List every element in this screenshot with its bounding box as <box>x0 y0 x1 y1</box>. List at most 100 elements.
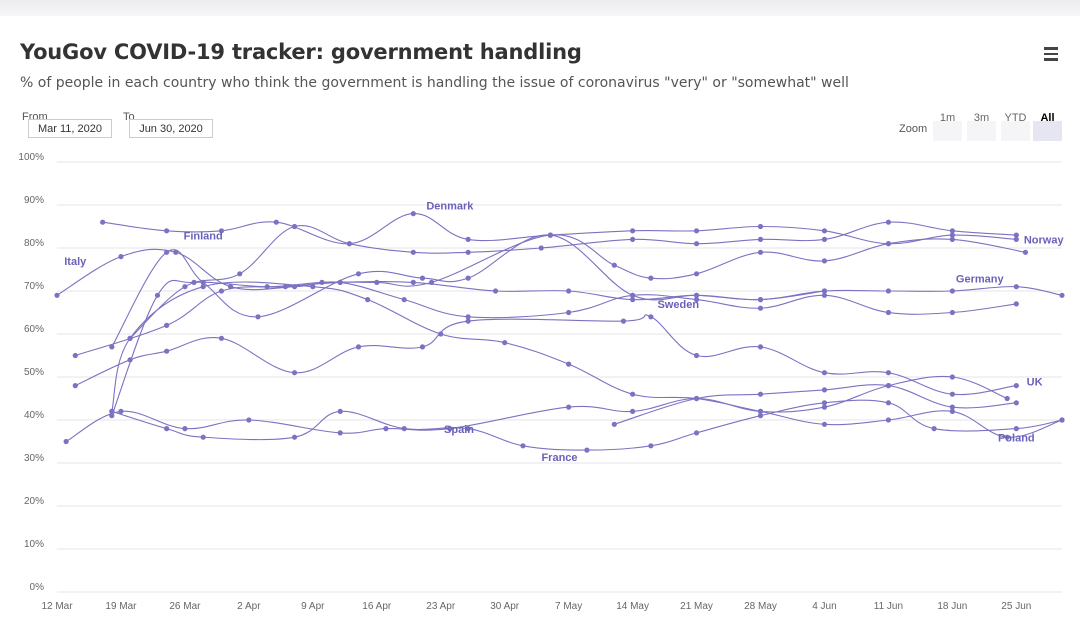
data-point-poland <box>502 340 508 346</box>
x-tick-label: 12 Mar <box>41 601 73 612</box>
data-point-italy <box>291 284 298 290</box>
data-point-denmark <box>629 228 636 234</box>
data-point-germany <box>282 284 289 290</box>
data-point-poland <box>127 335 133 341</box>
data-point-sweden <box>419 275 426 281</box>
data-point-italy <box>465 314 471 320</box>
data-point-uk <box>218 335 225 341</box>
zoom-all-button[interactable]: All <box>1033 109 1062 141</box>
data-point-italy <box>118 254 124 260</box>
data-point-norway <box>949 228 955 234</box>
data-point-france <box>757 413 764 419</box>
series-label-italy: Italy <box>64 256 87 268</box>
data-point-spain <box>1004 395 1010 402</box>
y-tick-label: 20% <box>24 496 44 507</box>
series-line-france <box>111 399 1063 451</box>
data-point-poland <box>885 417 892 423</box>
data-point-france <box>401 426 407 432</box>
data-point-germany <box>629 297 636 303</box>
data-point-germany <box>492 288 499 294</box>
data-point-italy <box>949 309 955 316</box>
data-point-germany <box>164 322 170 328</box>
x-tick-label: 28 May <box>744 601 777 612</box>
series-line-uk <box>75 314 1017 396</box>
data-point-norway <box>291 223 298 230</box>
data-point-sweden <box>109 344 115 350</box>
data-point-sweden <box>355 271 362 277</box>
data-point-sweden <box>821 288 828 294</box>
x-tick-label: 2 Apr <box>237 601 261 612</box>
x-tick-label: 25 Jun <box>1001 601 1031 612</box>
data-point-italy <box>227 284 234 290</box>
zoom-ytd-button[interactable]: YTD <box>1001 109 1030 141</box>
data-point-poland <box>1004 434 1010 440</box>
series-label-uk: UK <box>1027 377 1043 389</box>
series-label-finland: Finland <box>184 230 223 242</box>
series-label-france: France <box>541 452 577 464</box>
x-tick-label: 23 Apr <box>426 601 456 612</box>
data-point-uk <box>620 318 627 324</box>
data-point-unnamed-10 <box>1013 400 1019 406</box>
data-point-uk <box>164 348 170 354</box>
x-tick-label: 11 Jun <box>874 601 903 612</box>
series-line-poland <box>111 281 1063 438</box>
data-point-unnamed-10 <box>757 391 764 397</box>
from-date-input[interactable]: Mar 11, 2020 <box>28 119 112 138</box>
hamburger-menu-icon[interactable] <box>1043 47 1061 63</box>
y-tick-label: 0% <box>30 582 45 593</box>
y-tick-label: 60% <box>24 324 44 335</box>
y-tick-label: 30% <box>24 453 44 464</box>
data-point-finland <box>693 271 700 277</box>
series-line-spain <box>65 375 1008 442</box>
data-point-poland <box>821 421 828 427</box>
data-point-france <box>291 434 298 440</box>
data-point-poland <box>365 297 371 303</box>
x-tick-label: 4 Jun <box>812 601 836 612</box>
data-point-sweden <box>693 292 700 298</box>
data-point-france <box>693 430 700 436</box>
data-point-finland <box>154 292 161 298</box>
data-point-france <box>337 408 343 414</box>
data-point-spain <box>337 430 343 436</box>
data-point-uk <box>291 370 298 376</box>
data-point-uk <box>72 383 78 389</box>
data-point-spain <box>949 374 955 380</box>
data-point-germany <box>949 288 955 294</box>
data-point-sweden <box>164 249 170 255</box>
data-point-germany <box>410 279 416 285</box>
data-point-spain <box>182 426 188 432</box>
x-tick-label: 9 Apr <box>301 601 325 612</box>
y-tick-label: 50% <box>24 367 44 378</box>
x-tick-label: 19 Mar <box>105 601 137 612</box>
data-point-poland <box>200 284 206 290</box>
data-point-sweden <box>255 314 261 320</box>
data-point-denmark <box>273 219 279 225</box>
data-point-sweden <box>200 279 206 285</box>
data-point-france <box>821 400 828 406</box>
zoom-3m-button[interactable]: 3m <box>967 109 996 141</box>
data-point-denmark <box>164 228 170 234</box>
data-point-finland <box>109 413 115 419</box>
to-date-input[interactable]: Jun 30, 2020 <box>129 119 213 138</box>
zoom-1m-button[interactable]: 1m <box>933 109 962 141</box>
data-point-italy <box>821 292 828 298</box>
data-point-uk <box>693 352 700 359</box>
data-point-germany <box>1059 292 1065 298</box>
x-tick-label: 16 Apr <box>362 601 392 612</box>
data-point-italy <box>885 309 892 316</box>
series-line-norway <box>129 221 1017 339</box>
data-point-finland <box>428 279 435 285</box>
x-tick-label: 30 Apr <box>490 601 520 612</box>
data-point-norway <box>629 236 636 242</box>
data-point-uk <box>127 357 133 363</box>
data-point-france <box>200 434 206 440</box>
x-tick-label: 18 Jun <box>937 601 967 612</box>
data-point-france <box>164 426 170 432</box>
data-point-finland <box>821 258 828 264</box>
data-point-unnamed-10 <box>611 421 617 427</box>
data-point-italy <box>566 309 572 316</box>
x-tick-label: 7 May <box>555 601 582 612</box>
x-tick-label: 21 May <box>680 601 713 612</box>
data-point-finland <box>611 262 617 268</box>
